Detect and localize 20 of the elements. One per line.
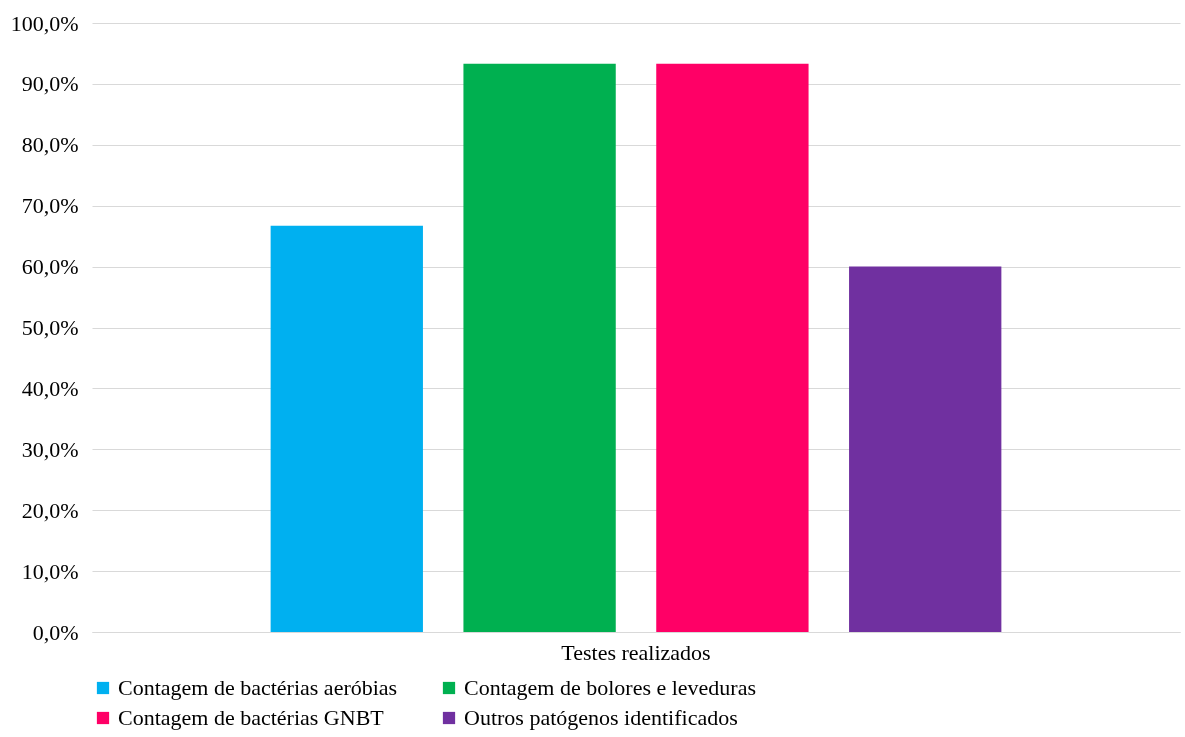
legend-label: Outros patógenos identificados: [464, 705, 738, 730]
x-tick-label: Testes realizados: [561, 639, 711, 665]
bar: [656, 63, 809, 632]
y-tick-label: 100,0%: [10, 10, 79, 36]
legend-label: Contagem de bolores e leveduras: [464, 675, 757, 700]
y-tick-label: 0,0%: [32, 619, 79, 645]
y-tick-label: 30,0%: [21, 436, 79, 462]
y-tick-label: 10,0%: [21, 558, 79, 584]
bar: [270, 225, 423, 632]
y-tick-label: 50,0%: [21, 315, 79, 340]
y-tick-label: 20,0%: [21, 497, 79, 523]
bar: [463, 63, 616, 632]
legend-label: Contagem de bactérias aeróbias: [118, 675, 398, 700]
legend-label: Contagem de bactérias GNBT: [118, 705, 385, 730]
y-tick-label: 80,0%: [21, 132, 79, 158]
y-tick-label: 70,0%: [21, 193, 79, 219]
y-tick-label: 40,0%: [21, 375, 79, 401]
bar: [849, 266, 1002, 632]
y-tick-label: 60,0%: [21, 254, 79, 280]
y-tick-label: 90,0%: [21, 71, 79, 97]
